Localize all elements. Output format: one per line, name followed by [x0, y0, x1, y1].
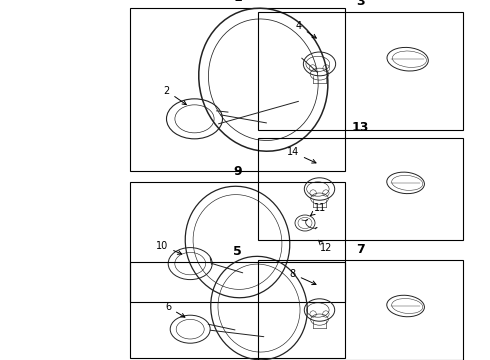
- Text: 12: 12: [318, 240, 332, 253]
- Bar: [258, 138, 463, 240]
- Text: 5: 5: [233, 245, 242, 258]
- Bar: [130, 262, 345, 358]
- Text: 4: 4: [296, 21, 317, 38]
- Text: 8: 8: [290, 269, 316, 285]
- Bar: [130, 8, 345, 171]
- Text: 9: 9: [233, 165, 242, 178]
- Bar: [258, 260, 463, 360]
- Bar: [258, 12, 463, 130]
- Text: 10: 10: [156, 240, 182, 254]
- Text: 1: 1: [233, 0, 242, 4]
- Text: 2: 2: [163, 86, 186, 105]
- Text: 6: 6: [165, 302, 185, 317]
- Text: 14: 14: [287, 147, 316, 163]
- Text: 13: 13: [352, 121, 369, 134]
- Text: 11: 11: [311, 203, 326, 215]
- Text: 7: 7: [356, 243, 365, 256]
- Bar: [130, 182, 345, 302]
- Text: 3: 3: [356, 0, 365, 8]
